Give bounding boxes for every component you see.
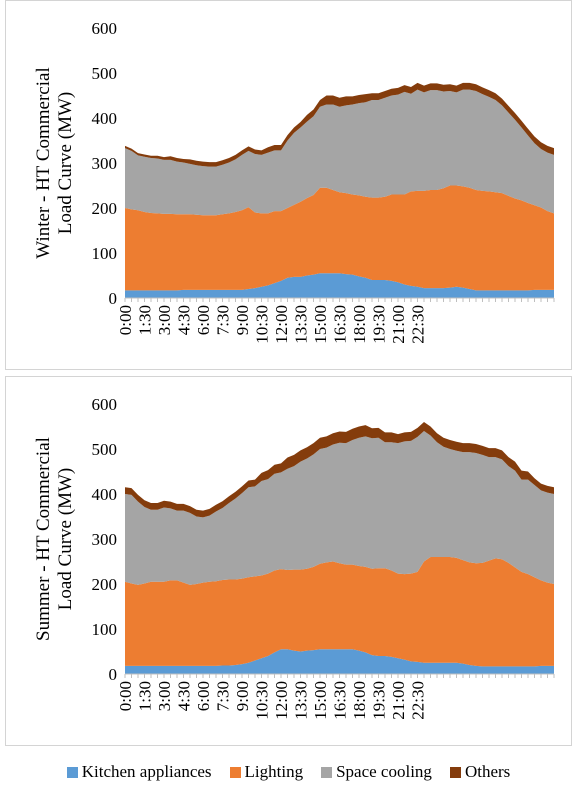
x-tick-label: 22:30 [409, 681, 428, 720]
area-lighting [125, 185, 554, 291]
x-tick-label: 22:30 [409, 305, 428, 344]
x-tick-label: 3:00 [155, 305, 174, 335]
y-axis-title: Summer - HT CommercialLoad Curve (MW) [33, 437, 76, 641]
x-tick-label: 18:00 [350, 681, 369, 720]
summer-load-curve-chart: 0 100 200 300 400 500 600 0:00 1:30 3:00 4:30 6:00 7… [33, 395, 555, 720]
x-tick-label: 0:00 [116, 681, 135, 711]
x-tick-label: 12:00 [272, 305, 291, 344]
legend-item-lighting: Lighting [229, 762, 304, 782]
legend-label: Others [464, 762, 511, 781]
y-tick-label: 400 [92, 109, 118, 128]
x-tick-label: 7:30 [214, 681, 233, 711]
y-tick-label: 0 [109, 289, 118, 308]
x-tick-label: 9:00 [233, 305, 252, 335]
legend-label: Kitchen appliances [81, 762, 212, 781]
y-axis-title-line: Winter - HT Commercial [33, 67, 54, 258]
x-tick-label: 9:00 [233, 681, 252, 711]
legend-swatch [321, 766, 333, 778]
area-kitchen-appliances [125, 273, 554, 298]
legend-label: Lighting [244, 762, 304, 781]
x-tick-label: 21:00 [389, 681, 408, 720]
area-others [125, 82, 554, 167]
x-tick-label: 6:00 [194, 305, 213, 335]
y-tick-label: 400 [92, 485, 118, 504]
y-axis-title-line: Load Curve (MW) [55, 92, 76, 234]
legend-swatch [66, 766, 78, 778]
x-tick-label: 16:30 [331, 681, 350, 720]
x-tick-label: 13:30 [292, 305, 311, 344]
x-tick-label: 18:00 [350, 305, 369, 344]
winter-load-curve-chart: 0 100 200 300 400 500 600 0:00 1:30 3:00 4:30 6:00 7… [33, 19, 555, 344]
y-tick-label: 500 [92, 440, 118, 459]
x-tick-label: 4:30 [175, 305, 194, 335]
y-axis-title: Winter - HT CommercialLoad Curve (MW) [33, 67, 76, 258]
legend-swatch [229, 766, 241, 778]
x-tick-label: 15:00 [311, 681, 330, 720]
summer-chart-panel: 0 100 200 300 400 500 600 0:00 1:30 3:00 4:30 6:00 7… [5, 376, 572, 746]
y-tick-label: 500 [92, 64, 118, 83]
x-tick-label: 7:30 [214, 305, 233, 335]
area-space-cooling [125, 89, 554, 216]
x-tick-label: 10:30 [253, 681, 272, 720]
legend-label: Space cooling [336, 762, 432, 781]
x-tick-label: 15:00 [311, 305, 330, 344]
chart-legend: Kitchen appliances Lighting Space coolin… [0, 762, 577, 782]
x-tick-label: 19:30 [370, 305, 389, 344]
y-tick-label: 600 [92, 19, 118, 38]
y-tick-label: 100 [92, 620, 118, 639]
y-tick-label: 0 [109, 665, 118, 684]
x-tick-label: 10:30 [253, 305, 272, 344]
y-axis-title-line: Load Curve (MW) [55, 468, 76, 610]
x-tick-label: 21:00 [389, 305, 408, 344]
y-tick-label: 300 [92, 530, 118, 549]
legend-item-kitchen-appliances: Kitchen appliances [66, 762, 212, 782]
area-lighting [125, 557, 554, 667]
x-tick-label: 1:30 [136, 305, 155, 335]
x-tick-label: 4:30 [175, 681, 194, 711]
y-tick-label: 200 [92, 575, 118, 594]
y-axis-title-line: Summer - HT Commercial [33, 437, 54, 641]
y-tick-label: 600 [92, 395, 118, 414]
area-others [125, 422, 554, 518]
x-tick-label: 19:30 [370, 681, 389, 720]
y-tick-label: 200 [92, 199, 118, 218]
y-tick-label: 100 [92, 244, 118, 263]
area-space-cooling [125, 431, 554, 585]
y-tick-label: 300 [92, 154, 118, 173]
winter-chart-panel: 0 100 200 300 400 500 600 0:00 1:30 3:00 4:30 6:00 7… [5, 0, 572, 370]
x-tick-label: 6:00 [194, 681, 213, 711]
x-tick-label: 3:00 [155, 681, 174, 711]
legend-swatch [449, 766, 461, 778]
x-tick-label: 12:00 [272, 681, 291, 720]
x-tick-label: 16:30 [331, 305, 350, 344]
area-kitchen-appliances [125, 649, 554, 674]
x-tick-label: 1:30 [136, 681, 155, 711]
legend-item-space-cooling: Space cooling [321, 762, 432, 782]
legend-item-others: Others [449, 762, 511, 782]
x-tick-label: 13:30 [292, 681, 311, 720]
x-tick-label: 0:00 [116, 305, 135, 335]
